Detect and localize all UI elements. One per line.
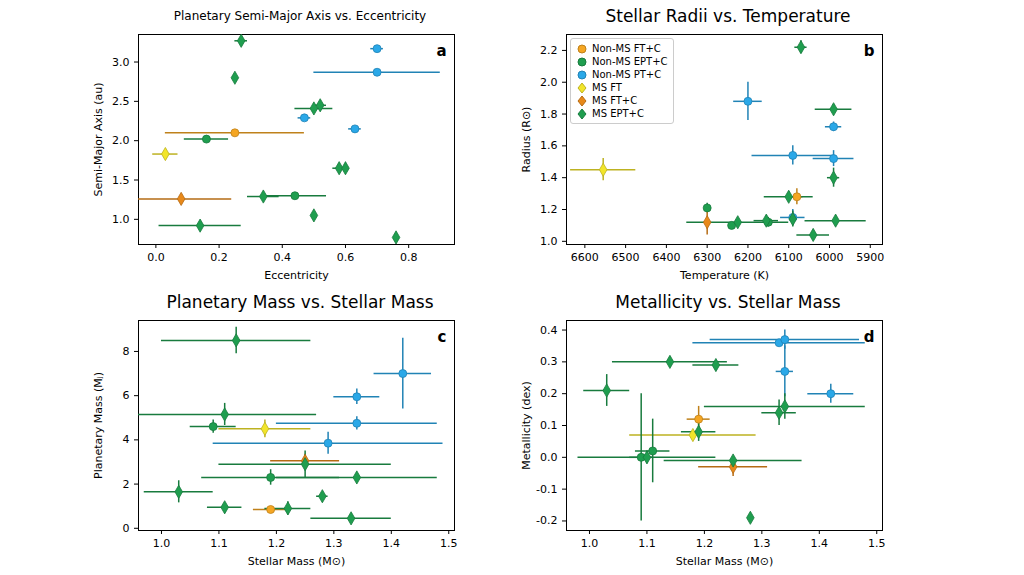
svg-text:6600: 6600 xyxy=(571,251,599,264)
svg-text:1.2: 1.2 xyxy=(540,203,558,216)
svg-text:6200: 6200 xyxy=(734,251,762,264)
svg-text:d: d xyxy=(864,328,875,346)
svg-text:8: 8 xyxy=(123,345,130,358)
svg-text:0.8: 0.8 xyxy=(400,251,418,264)
svg-text:1.5: 1.5 xyxy=(112,174,130,187)
svg-text:6500: 6500 xyxy=(612,251,640,264)
svg-text:0.0: 0.0 xyxy=(147,251,165,264)
svg-text:4: 4 xyxy=(123,433,130,446)
svg-text:1.4: 1.4 xyxy=(540,171,558,184)
svg-text:6300: 6300 xyxy=(693,251,721,264)
svg-text:3.0: 3.0 xyxy=(112,56,130,69)
html-text:MS FT+C: MS FT+C xyxy=(592,95,638,106)
html-text:Metallicity vs. Stellar Mass: Metallicity vs. Stellar Mass xyxy=(615,292,841,312)
svg-text:0.0: 0.0 xyxy=(540,451,558,464)
svg-text:1.8: 1.8 xyxy=(540,108,558,121)
svg-text:0.3: 0.3 xyxy=(540,355,558,368)
html-text:MS FT: MS FT xyxy=(592,82,622,93)
html-text:Stellar Radii vs. Temperature: Stellar Radii vs. Temperature xyxy=(605,6,851,26)
svg-text:Semi-Major Axis (au): Semi-Major Axis (au) xyxy=(92,82,105,196)
svg-text:Planetary Mass (Mⱼ): Planetary Mass (Mⱼ) xyxy=(92,372,105,479)
html-text:Non-MS FT+C: Non-MS FT+C xyxy=(592,43,661,54)
svg-text:c: c xyxy=(438,328,447,346)
svg-text:0: 0 xyxy=(123,522,130,535)
svg-text:-0.1: -0.1 xyxy=(536,483,557,496)
svg-text:2.0: 2.0 xyxy=(540,76,558,89)
svg-text:a: a xyxy=(436,42,446,60)
svg-text:1.1: 1.1 xyxy=(210,537,228,550)
svg-text:1.5: 1.5 xyxy=(868,537,886,550)
svg-text:1.0: 1.0 xyxy=(112,213,130,226)
svg-text:1.1: 1.1 xyxy=(638,537,656,550)
svg-text:1.0: 1.0 xyxy=(581,537,599,550)
svg-text:1.0: 1.0 xyxy=(540,235,558,248)
svg-text:6100: 6100 xyxy=(775,251,803,264)
svg-text:1.3: 1.3 xyxy=(325,537,343,550)
html-text:Non-MS PT+C: Non-MS PT+C xyxy=(592,69,662,80)
svg-text:6400: 6400 xyxy=(652,251,680,264)
svg-text:Radius (R⊙): Radius (R⊙) xyxy=(520,107,533,173)
svg-text:-0.2: -0.2 xyxy=(536,514,557,527)
svg-text:Stellar Mass (M⊙): Stellar Mass (M⊙) xyxy=(248,555,345,568)
html-text:Non-MS EPT+C: Non-MS EPT+C xyxy=(592,56,668,67)
svg-text:b: b xyxy=(864,42,875,60)
svg-text:0.2: 0.2 xyxy=(540,387,558,400)
svg-text:2.0: 2.0 xyxy=(112,134,130,147)
svg-text:1.5: 1.5 xyxy=(440,537,458,550)
html-text:MS EPT+C: MS EPT+C xyxy=(592,108,644,119)
svg-text:1.4: 1.4 xyxy=(383,537,401,550)
svg-text:1.4: 1.4 xyxy=(811,537,829,550)
html-text:Planetary Mass vs. Stellar Mas: Planetary Mass vs. Stellar Mass xyxy=(166,292,434,312)
svg-text:2.5: 2.5 xyxy=(112,95,130,108)
svg-text:1.3: 1.3 xyxy=(753,537,771,550)
svg-text:Metallicity (dex): Metallicity (dex) xyxy=(520,381,533,470)
svg-text:Temperature (K): Temperature (K) xyxy=(679,269,769,282)
svg-text:6: 6 xyxy=(123,389,130,402)
svg-text:0.6: 0.6 xyxy=(337,251,355,264)
svg-text:Stellar Mass (M⊙): Stellar Mass (M⊙) xyxy=(676,555,773,568)
svg-text:6000: 6000 xyxy=(815,251,843,264)
svg-text:1.6: 1.6 xyxy=(540,139,558,152)
svg-text:5900: 5900 xyxy=(856,251,884,264)
svg-text:1.2: 1.2 xyxy=(696,537,714,550)
svg-text:1.0: 1.0 xyxy=(153,537,171,550)
svg-text:Eccentricity: Eccentricity xyxy=(264,269,329,282)
svg-text:0.1: 0.1 xyxy=(540,419,558,432)
svg-text:1.2: 1.2 xyxy=(268,537,286,550)
svg-text:2.2: 2.2 xyxy=(540,44,558,57)
svg-text:0.4: 0.4 xyxy=(540,324,558,337)
svg-text:0.4: 0.4 xyxy=(274,251,292,264)
svg-text:2: 2 xyxy=(123,478,130,491)
svg-text:0.2: 0.2 xyxy=(210,251,228,264)
html-text:Planetary Semi-Major Axis vs.: Planetary Semi-Major Axis vs. Eccentrici… xyxy=(173,9,427,23)
